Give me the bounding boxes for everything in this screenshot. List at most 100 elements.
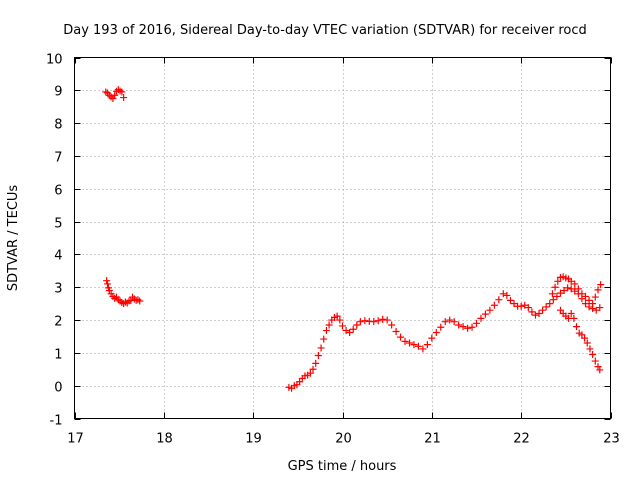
y-tick-label: 7 [54, 151, 62, 166]
data-point [423, 341, 431, 349]
y-tick-label: 4 [54, 249, 62, 264]
data-point [591, 293, 599, 301]
data-point [531, 311, 539, 319]
data-point [567, 309, 575, 317]
data-point [374, 317, 382, 325]
data-point [317, 344, 325, 352]
data-point [596, 366, 604, 374]
data-point [432, 329, 440, 337]
data-point [542, 303, 550, 311]
data-point [592, 306, 600, 314]
data-point [107, 93, 115, 101]
data-point [325, 321, 333, 329]
data-point [591, 357, 599, 365]
data-point [446, 316, 454, 324]
x-tick-label: 20 [335, 432, 352, 447]
data-point [102, 88, 110, 96]
data-point [589, 300, 597, 308]
data-point [503, 291, 511, 299]
data-point [581, 300, 589, 308]
data-point [322, 327, 330, 335]
data-point [437, 323, 445, 331]
data-point [441, 318, 449, 326]
data-point [571, 287, 579, 295]
data-point [573, 323, 581, 331]
data-point [581, 292, 589, 300]
data-point [524, 304, 532, 312]
data-point [560, 287, 568, 295]
x-tick-label: 22 [513, 432, 530, 447]
data-point [132, 296, 140, 304]
y-axis-label: SDTVAR / TECUs [6, 185, 21, 292]
data-point [585, 303, 593, 311]
data-point [109, 95, 117, 103]
data-point [116, 87, 124, 95]
data-point [356, 318, 364, 326]
data-point [597, 281, 605, 289]
data-point [570, 314, 578, 322]
data-point [414, 342, 422, 350]
data-point [551, 283, 559, 291]
data-point [111, 91, 119, 99]
data-point [589, 351, 597, 359]
data-point [103, 277, 111, 285]
data-point [477, 314, 485, 322]
data-point [392, 328, 400, 336]
data-point [397, 333, 405, 341]
data-point [535, 309, 543, 317]
data-point [410, 341, 418, 349]
data-point [546, 300, 554, 308]
data-point [499, 290, 507, 298]
data-point [578, 290, 586, 298]
data-point [586, 345, 594, 353]
data-point [486, 306, 494, 314]
y-tick-label: 8 [54, 118, 62, 133]
y-tick-label: 10 [46, 53, 63, 68]
data-point [495, 296, 503, 304]
y-tick-label: 1 [54, 348, 62, 363]
data-point [548, 290, 556, 298]
data-point [464, 324, 472, 332]
data-point [567, 277, 575, 285]
data-point [581, 334, 589, 342]
x-tick-label: 17 [67, 432, 84, 447]
data-point [306, 369, 314, 377]
data-point [361, 317, 369, 325]
data-point [309, 365, 317, 373]
axis-ticks [74, 57, 612, 420]
y-tick-label: 6 [54, 184, 62, 199]
data-point [349, 325, 357, 333]
data-point [481, 310, 489, 318]
data-point [104, 280, 112, 288]
data-point [596, 304, 604, 312]
data-point [388, 321, 396, 329]
data-point [342, 327, 350, 335]
data-point [490, 301, 498, 309]
data-point [571, 280, 579, 288]
data-point [583, 339, 591, 347]
x-tick-label: 19 [245, 432, 262, 447]
x-tick-label: 18 [156, 432, 173, 447]
data-point [468, 323, 476, 331]
y-tick-label: 9 [54, 85, 62, 100]
data-point [459, 323, 467, 331]
x-tick-labels: 17 18 19 20 21 22 23 [67, 432, 620, 447]
data-point [346, 329, 354, 337]
data-point [339, 322, 346, 330]
chart-title: Day 193 of 2016, Sidereal Day-to-day VTE… [63, 23, 587, 38]
data-point [455, 321, 463, 329]
y-tick-label: 2 [54, 315, 62, 330]
y-tick-label: -1 [50, 414, 63, 429]
data-point [528, 308, 536, 316]
data-point [136, 297, 144, 305]
data-point [556, 289, 564, 297]
data-point [517, 302, 525, 310]
data-point [554, 277, 562, 285]
data-point [120, 94, 128, 102]
data-point [401, 337, 409, 345]
x-tick-label: 21 [424, 432, 441, 447]
plot-frame [74, 57, 611, 419]
x-axis-label: GPS time / hours [288, 459, 397, 474]
data-points [102, 86, 605, 392]
